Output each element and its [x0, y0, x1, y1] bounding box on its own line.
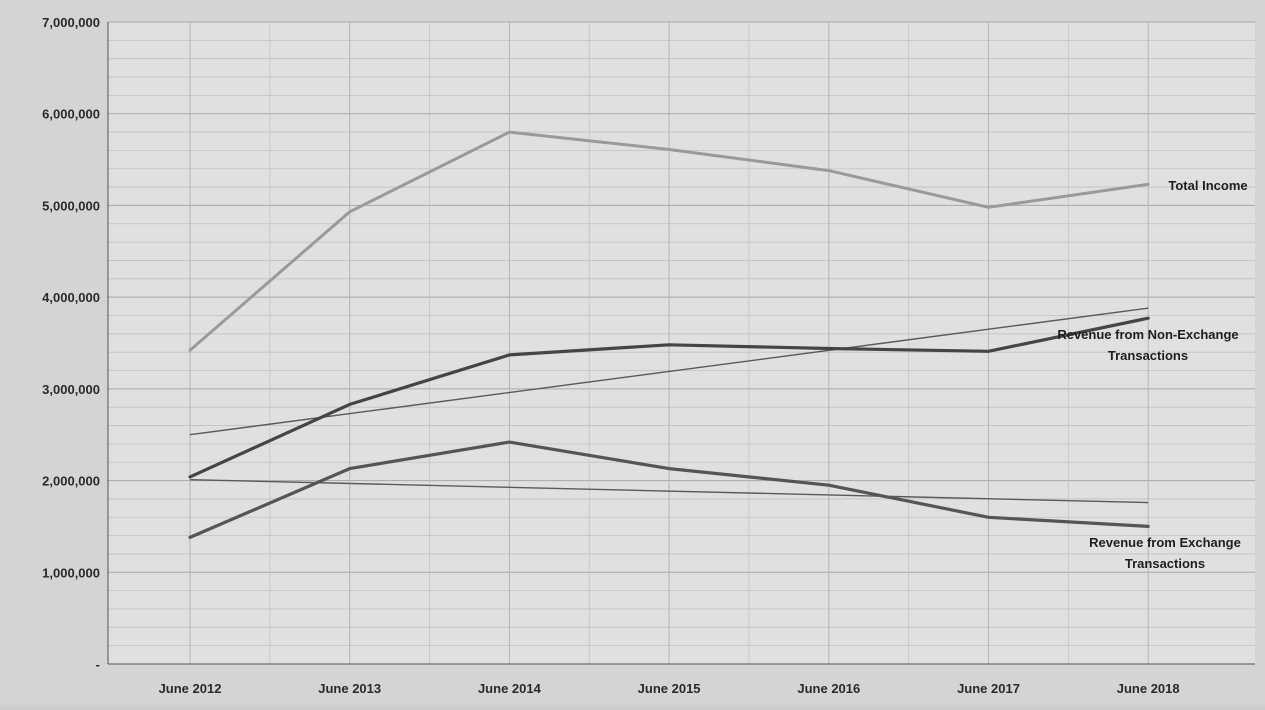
- axis-layer: - 1,000,000 2,000,000 3,000,000 4,000,000 5,0…: [42, 15, 1255, 696]
- grid-layer: [108, 21, 1255, 665]
- series-label: Transactions: [1108, 348, 1188, 363]
- y-tick-label: 3,000,000: [42, 382, 100, 397]
- y-tick-label: 2,000,000: [42, 474, 100, 489]
- plot-area: [108, 22, 1255, 664]
- trendline: [189, 307, 1149, 436]
- series-line: [188, 316, 1150, 479]
- y-tick-label: 6,000,000: [42, 107, 100, 122]
- series-label-layer: Total Income Revenue from Non-Exchange Tra…: [1057, 178, 1247, 571]
- series-label: Revenue from Exchange: [1089, 535, 1241, 550]
- y-tick-label: -: [96, 657, 100, 672]
- series-line: [188, 130, 1150, 352]
- series-line: [188, 440, 1150, 540]
- x-tick-label: June 2016: [797, 681, 860, 696]
- x-tick-label: June 2013: [318, 681, 381, 696]
- x-tick-label: June 2017: [957, 681, 1020, 696]
- series-label: Revenue from Non-Exchange: [1057, 327, 1238, 342]
- trendline-layer: [189, 307, 1149, 504]
- x-tick-label: June 2014: [478, 681, 542, 696]
- trendline: [189, 478, 1149, 504]
- series-label: Transactions: [1125, 556, 1205, 571]
- y-tick-label: 5,000,000: [42, 198, 100, 213]
- y-tick-label: 4,000,000: [42, 290, 100, 305]
- y-tick-label: 7,000,000: [42, 15, 100, 30]
- series-layer: [188, 130, 1150, 540]
- series-label: Total Income: [1168, 178, 1247, 193]
- y-tick-label: 1,000,000: [42, 565, 100, 580]
- x-tick-label: June 2015: [638, 681, 701, 696]
- x-tick-label: June 2018: [1117, 681, 1180, 696]
- x-tick-label: June 2012: [159, 681, 222, 696]
